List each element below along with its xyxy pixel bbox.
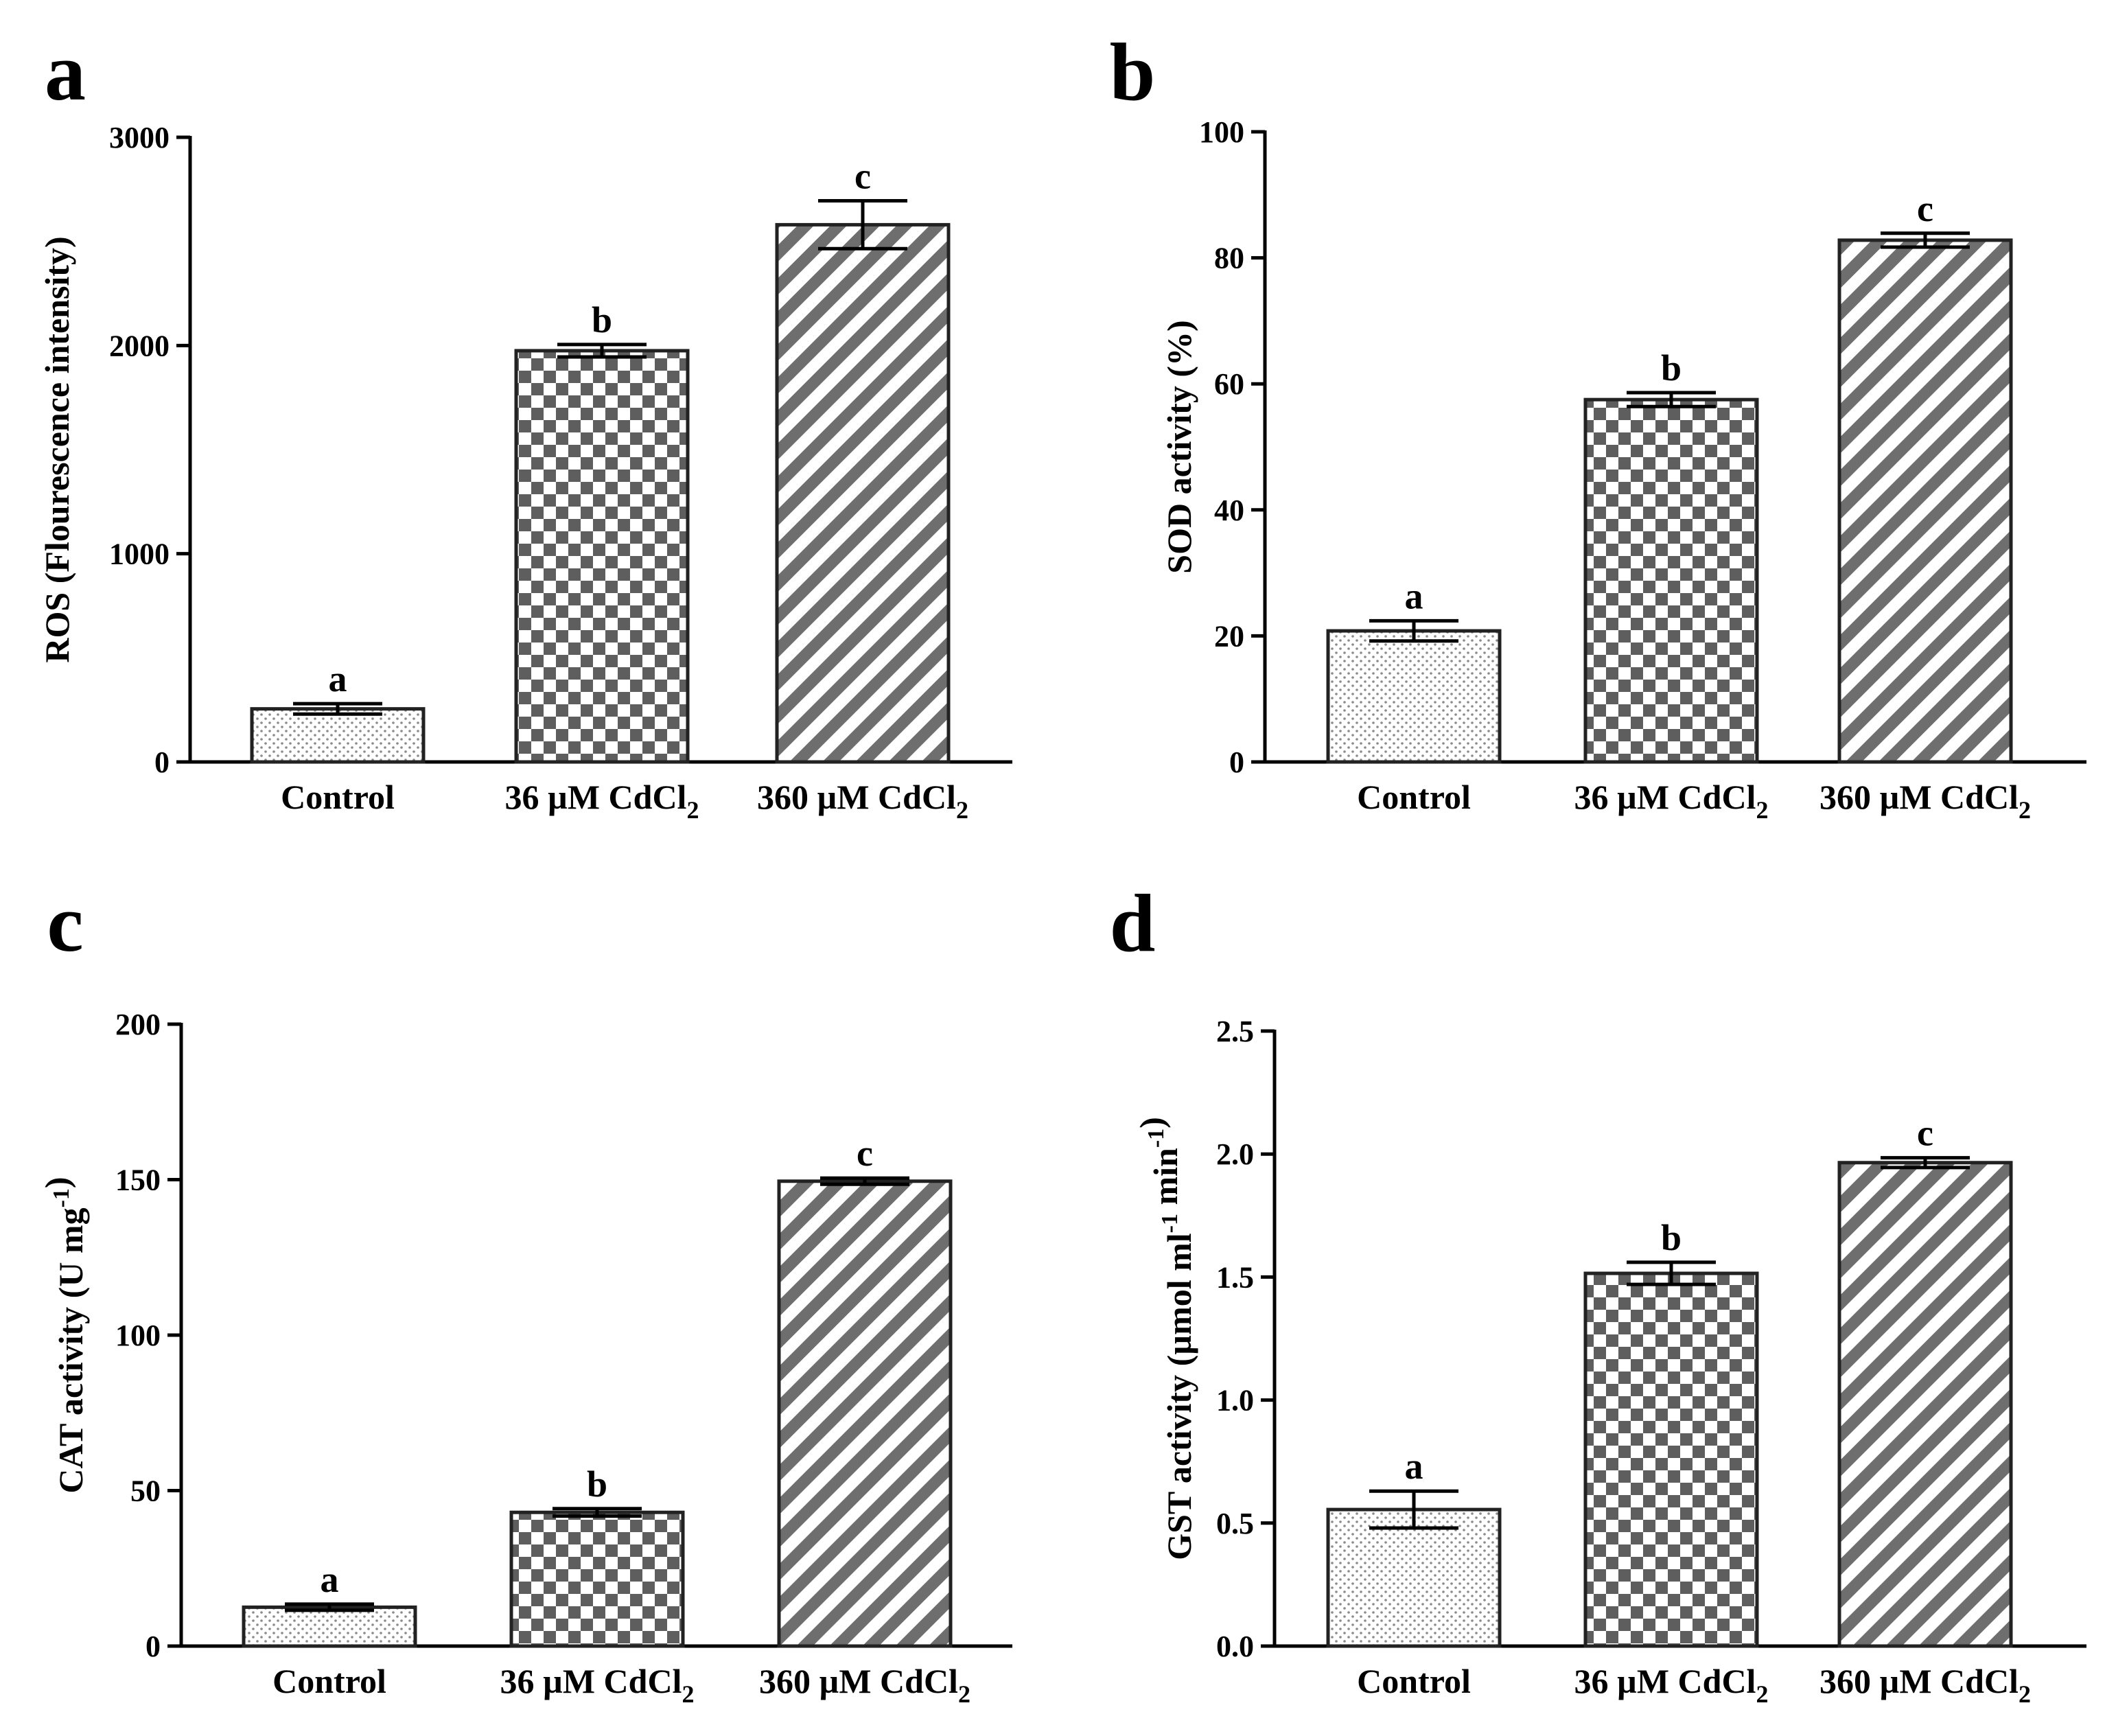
panel-letter: d: [1110, 877, 1156, 969]
y-tick-label: 0.0: [1216, 1630, 1254, 1663]
y-tick-label: 2.5: [1216, 1015, 1254, 1048]
significance-letter: a: [1405, 1446, 1423, 1487]
error-bar: [557, 343, 647, 359]
y-tick-label: 50: [130, 1474, 161, 1508]
bar-2: [514, 349, 690, 764]
significance-letter: c: [857, 1133, 873, 1174]
y-axis-title: ROS (Flourescence intensity): [38, 236, 76, 662]
y-tick-label: 100: [1199, 115, 1244, 149]
y-tick-label: 1000: [109, 537, 170, 571]
y-axis-title: SOD activity (%): [1160, 320, 1198, 573]
y-tick-label: 2000: [109, 329, 170, 362]
error-bar: [1627, 1260, 1716, 1286]
chart-panel-b: b 0 20 40 60 80 100 SOD activity (%) a Control b 36…: [1110, 26, 2086, 824]
significance-letter: c: [854, 156, 871, 197]
error-bar: [1881, 231, 1970, 249]
bar-1: [242, 1605, 417, 1648]
bar-3: [777, 1179, 953, 1648]
y-tick-label: 20: [1214, 619, 1244, 653]
significance-letter: c: [1917, 1113, 1933, 1154]
x-category-label: 360 µM CdCl2: [757, 778, 968, 824]
y-tick-label: 0.5: [1216, 1507, 1254, 1540]
significance-letter: a: [1405, 575, 1423, 616]
y-tick-label: 40: [1214, 494, 1244, 527]
y-tick-label: 80: [1214, 242, 1244, 275]
significance-letter: c: [1917, 188, 1933, 229]
error-bar: [1881, 1156, 1970, 1170]
y-tick-label: 3000: [109, 121, 170, 154]
y-axis-title: CAT activity (U mg-1): [38, 1177, 90, 1493]
error-bar: [553, 1507, 642, 1518]
x-category-label: 360 µM CdCl2: [1819, 1662, 2031, 1708]
x-category-label: 36 µM CdCl2: [1574, 778, 1769, 824]
y-tick-label: 150: [115, 1164, 161, 1197]
error-bar: [1369, 1489, 1458, 1530]
error-bar: [285, 1602, 374, 1612]
significance-letter: b: [587, 1463, 607, 1505]
y-tick-label: 2.0: [1216, 1137, 1254, 1171]
y-axis-title: GST activity (µmol ml-1 min-1): [1132, 1117, 1198, 1560]
y-tick-label: 1.0: [1216, 1384, 1254, 1417]
error-bar: [818, 199, 907, 251]
significance-letter: a: [321, 1559, 339, 1600]
x-category-label: Control: [281, 778, 395, 816]
panel-letter: c: [47, 877, 83, 969]
significance-letter: b: [1661, 1217, 1682, 1258]
y-tick-label: 100: [115, 1319, 161, 1352]
chart-panel-a: a 0 1000 2000 3000 ROS (Flourescence intensit…: [38, 26, 1012, 824]
x-category-label: 36 µM CdCl2: [505, 778, 699, 824]
y-tick-label: 1.5: [1216, 1260, 1254, 1294]
error-bar: [820, 1176, 909, 1186]
chart-panel-c: c 0 50 100 150 200 CAT activity (U mg-1) a Contr…: [38, 877, 1012, 1708]
bar-1: [1326, 1507, 1502, 1648]
bar-1: [250, 707, 426, 764]
panel-letter: a: [45, 26, 86, 117]
x-category-label: Control: [1357, 1662, 1471, 1700]
error-bar: [1369, 618, 1458, 643]
bar-3: [775, 222, 951, 764]
x-category-label: Control: [272, 1662, 386, 1700]
bar-2: [1583, 397, 1759, 764]
panel-letter: b: [1110, 26, 1156, 117]
x-category-label: 36 µM CdCl2: [1574, 1662, 1769, 1708]
bar-3: [1837, 1161, 2013, 1648]
y-tick-label: 0: [1229, 745, 1244, 779]
bar-1: [1326, 629, 1502, 764]
x-category-label: 36 µM CdCl2: [500, 1662, 695, 1708]
y-tick-label: 0: [146, 1630, 161, 1663]
y-tick-label: 200: [115, 1008, 161, 1041]
y-tick-label: 0: [154, 745, 170, 779]
significance-letter: b: [592, 299, 612, 340]
chart-panel-d: d 0.0 0.5 1.0 1.5 2.0 2.5 GST activity (µmol ml…: [1110, 877, 2086, 1708]
x-category-label: 360 µM CdCl2: [1819, 778, 2031, 824]
bar-2: [1583, 1271, 1759, 1648]
significance-letter: a: [329, 658, 347, 699]
x-category-label: Control: [1357, 778, 1471, 816]
y-tick-label: 60: [1214, 367, 1244, 401]
bar-2: [509, 1510, 685, 1648]
bar-3: [1837, 238, 2013, 764]
significance-letter: b: [1661, 347, 1682, 389]
x-category-label: 360 µM CdCl2: [759, 1662, 970, 1708]
error-bar: [293, 702, 382, 716]
error-bar: [1627, 391, 1716, 408]
